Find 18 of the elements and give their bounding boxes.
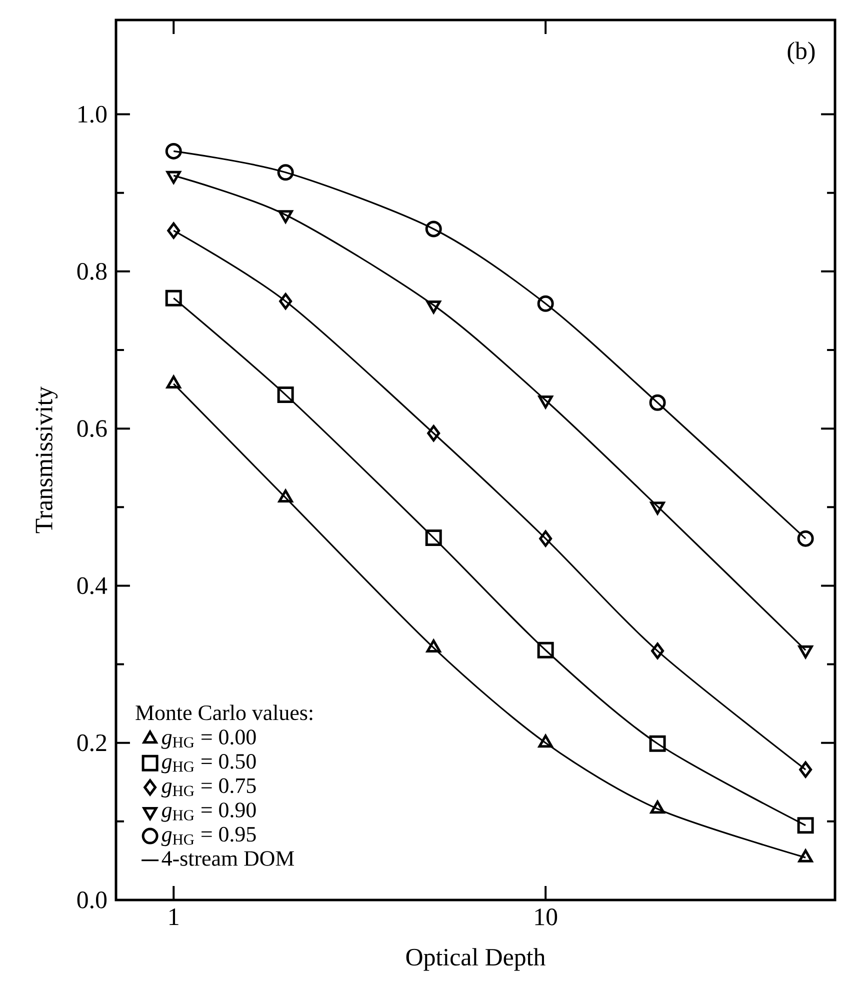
y-axis-title: Transmissivity: [36, 386, 58, 534]
legend-title: Monte Carlo values:: [136, 704, 312, 720]
x-tick-label: 10: [535, 908, 558, 926]
annotation: (b): [788, 42, 815, 64]
y-tick-label: 0.6: [77, 420, 107, 438]
y-tick-label: 0.2: [77, 734, 106, 752]
legend-label: g$_{HG}$ = 0.90: [161, 802, 256, 822]
legend-label: g$_{HG}$ = 0.00: [161, 730, 256, 749]
legend-label: 4-stream DOM: [162, 851, 294, 866]
x-axis-title: Optical Depth: [406, 948, 546, 971]
y-tick-label: 0.4: [77, 577, 108, 594]
x-tick-label: 1: [170, 908, 178, 925]
y-tick-label: 1.0: [78, 106, 107, 123]
y-tick-label: 0.0: [77, 892, 107, 908]
legend-label: g$_{HG}$ = 0.75: [161, 778, 256, 798]
legend-label: g$_{HG}$ = 0.50: [161, 754, 256, 774]
legend-label: g$_{HG}$ = 0.95: [161, 826, 256, 846]
y-tick-label: 0.8: [77, 262, 107, 280]
